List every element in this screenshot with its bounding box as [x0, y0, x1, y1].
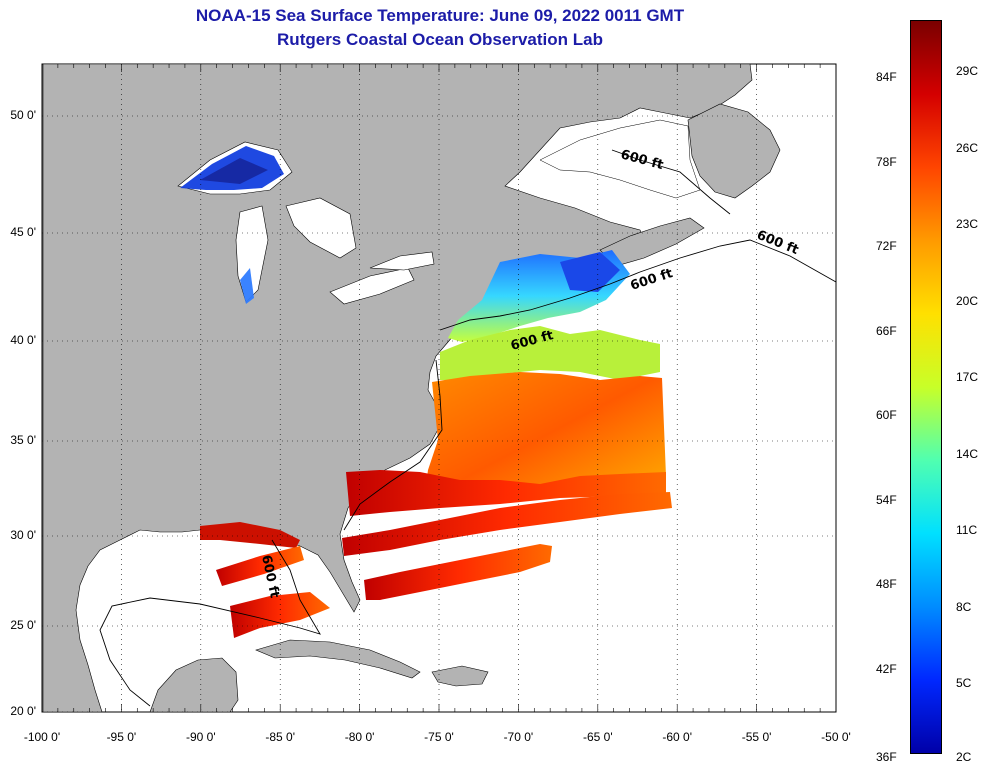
isobath-600ft — [99, 149, 837, 707]
map-subtitle: Rutgers Coastal Ocean Observation Lab — [277, 30, 603, 49]
colorbar-c-label: 11C — [956, 523, 978, 537]
colorbar-c-label: 20C — [956, 293, 979, 308]
longitude-tick-label: -55 0' — [741, 730, 772, 744]
colorbar-c-label: 2C — [956, 750, 972, 764]
longitude-tick-label: -50 0' — [821, 730, 851, 744]
graticule — [41, 64, 837, 713]
colorbar-f-label: 60F — [876, 408, 897, 422]
sst-gulf-stream — [424, 372, 666, 500]
sst-band-1 — [346, 470, 666, 516]
sst-gulf-band-a — [200, 522, 300, 548]
land-newfoundland — [687, 103, 781, 199]
longitude-tick-label: -85 0' — [265, 730, 296, 744]
longitude-tick-label: -95 0' — [106, 730, 137, 744]
gulf-st-lawrence — [539, 119, 701, 199]
sst-swaths — [200, 250, 672, 638]
longitude-tick-label: -75 0' — [424, 730, 454, 744]
latitude-tick-label: 45 0' — [10, 225, 36, 239]
colorbar-c-label: 23C — [956, 217, 979, 231]
colorbar-f-label: 72F — [876, 239, 897, 253]
sst-band-3 — [364, 544, 552, 600]
latitude-tick-label: 40 0' — [10, 333, 36, 347]
land-cuba — [255, 639, 421, 679]
colorbar-f-label: 54F — [876, 492, 897, 507]
longitude-tick-label: -70 0' — [503, 730, 534, 744]
longitude-tick-label: -90 0' — [185, 730, 216, 744]
map-title: NOAA-15 Sea Surface Temperature: June 09… — [195, 6, 685, 25]
longitude-tick-label: -65 0' — [582, 730, 613, 744]
sst-band-2 — [342, 492, 672, 556]
colorbar-c-label: 17C — [956, 370, 979, 384]
latitude-tick-label: 20 0' — [10, 704, 36, 718]
land-hispaniola — [431, 665, 489, 687]
colorbar-c-label: 29C — [956, 64, 979, 78]
colorbar-c-label: 14C — [956, 446, 979, 461]
longitude-tick-label: -80 0' — [344, 730, 375, 744]
land-nova-scotia — [599, 217, 705, 267]
lake-sst — [180, 146, 284, 304]
latitude-tick-label: 35 0' — [10, 433, 36, 447]
sst-mid-atlantic — [440, 326, 660, 380]
colorbar-c-label: 8C — [956, 599, 972, 614]
colorbar-f-label: 42F — [876, 661, 897, 676]
longitude-tick-label: -100 0' — [23, 730, 61, 744]
colorbar-f-label: 36F — [876, 750, 897, 764]
latitude-tick-label: 30 0' — [10, 528, 36, 542]
land-north-america — [42, 63, 753, 713]
colorbar-c-label: 26C — [956, 140, 979, 155]
longitude-tick-label: -60 0' — [662, 730, 693, 744]
colorbar — [910, 20, 942, 754]
sst-gulf-maine — [560, 252, 620, 292]
colorbar-f-label: 84F — [876, 70, 897, 84]
colorbar-f-label: 78F — [876, 154, 897, 169]
latitude-tick-label: 50 0' — [10, 108, 36, 122]
colorbar-f-label: 66F — [876, 323, 897, 338]
colorbar-f-label: 48F — [876, 577, 897, 591]
colorbar-c-label: 5C — [956, 676, 972, 690]
latitude-tick-label: 25 0' — [10, 618, 36, 632]
